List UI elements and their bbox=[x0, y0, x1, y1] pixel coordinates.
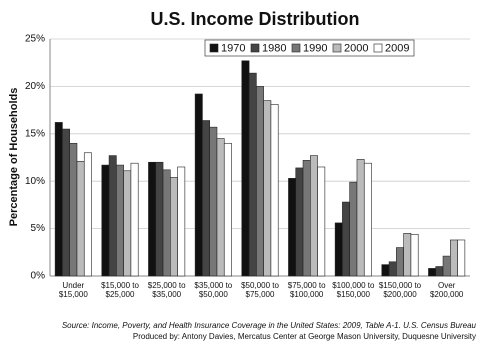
legend-label: 2009 bbox=[385, 42, 409, 54]
bar bbox=[69, 142, 78, 277]
bar bbox=[256, 86, 264, 277]
bar bbox=[162, 169, 171, 277]
bar bbox=[457, 239, 466, 277]
bar bbox=[177, 166, 186, 277]
bar bbox=[302, 160, 311, 277]
bar bbox=[83, 152, 92, 277]
y-tick-label: 0% bbox=[31, 271, 46, 282]
x-tick-label: Under $15,000 bbox=[59, 281, 88, 299]
bar bbox=[363, 162, 372, 277]
bar bbox=[288, 178, 297, 277]
bar bbox=[356, 159, 365, 277]
bar bbox=[295, 167, 304, 277]
bar bbox=[349, 181, 358, 277]
legend-label: 2000 bbox=[344, 42, 368, 54]
bar bbox=[248, 72, 257, 277]
source-note: Source: Income, Poverty, and Health Insu… bbox=[62, 321, 477, 330]
bar bbox=[317, 166, 326, 277]
bar bbox=[202, 120, 210, 277]
x-tick-label: Over $200,000 bbox=[430, 281, 464, 299]
bar bbox=[435, 266, 444, 277]
bar bbox=[442, 255, 451, 277]
bar bbox=[155, 161, 164, 277]
bar bbox=[410, 233, 419, 277]
bar bbox=[170, 177, 178, 277]
bar bbox=[241, 60, 250, 277]
bar bbox=[116, 164, 124, 277]
bar bbox=[62, 128, 70, 277]
bar bbox=[428, 268, 437, 277]
bar bbox=[263, 100, 272, 277]
y-tick-label: 25% bbox=[25, 34, 45, 45]
x-tick-label: $75,000 to $100,000 bbox=[288, 281, 326, 299]
bar bbox=[403, 233, 412, 277]
bar bbox=[209, 126, 218, 277]
bar bbox=[108, 155, 117, 277]
x-tick-label: $100,000 to $150,000 bbox=[332, 281, 375, 299]
x-tick-label: $150,000 to $200,000 bbox=[379, 281, 422, 299]
bar bbox=[148, 161, 157, 277]
x-tick-label: $35,000 to $50,000 bbox=[194, 281, 232, 299]
legend-label: 1970 bbox=[221, 42, 245, 54]
y-tick-label: 10% bbox=[25, 176, 45, 187]
bar bbox=[450, 239, 458, 277]
bar bbox=[223, 142, 232, 277]
x-tick-label: $15,000 to $25,000 bbox=[101, 281, 139, 299]
bar bbox=[101, 164, 110, 277]
x-tick-label: $50,000 to $75,000 bbox=[241, 281, 279, 299]
bar bbox=[54, 122, 63, 277]
y-tick-label: 15% bbox=[25, 128, 45, 139]
bar bbox=[123, 170, 132, 277]
legend-label: 1990 bbox=[303, 42, 327, 54]
credit-note: Produced by: Antony Davies, Mercatus Cen… bbox=[133, 332, 476, 341]
y-tick-label: 20% bbox=[25, 81, 45, 92]
bar bbox=[216, 138, 225, 277]
bar bbox=[194, 93, 203, 277]
chart-title: U.S. Income Distribution bbox=[150, 9, 359, 29]
bar bbox=[130, 162, 139, 277]
legend-swatch bbox=[250, 43, 260, 53]
bar bbox=[334, 222, 343, 277]
x-tick-label: $25,000 to $35,000 bbox=[148, 281, 186, 299]
legend-swatch bbox=[332, 43, 342, 53]
bar bbox=[76, 160, 85, 277]
legend-label: 1980 bbox=[262, 42, 286, 54]
y-tick-label: 5% bbox=[31, 223, 46, 234]
bar bbox=[388, 261, 397, 277]
legend-swatch bbox=[291, 43, 301, 53]
bar bbox=[310, 155, 318, 277]
bar bbox=[270, 104, 279, 277]
bar bbox=[396, 247, 404, 277]
bar bbox=[381, 264, 390, 277]
legend-swatch bbox=[209, 43, 219, 53]
legend-swatch bbox=[373, 43, 383, 53]
y-axis-label: Percentage of Households bbox=[8, 88, 20, 227]
bar bbox=[342, 201, 350, 277]
